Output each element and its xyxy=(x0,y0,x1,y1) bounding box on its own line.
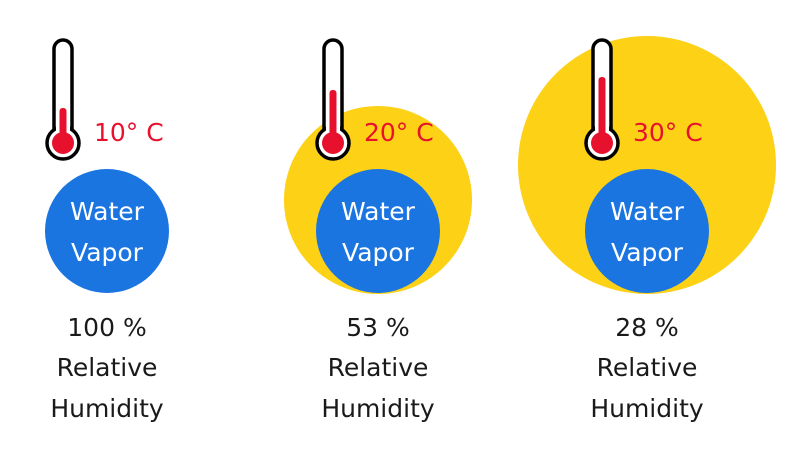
temperature-label: 20° C xyxy=(364,118,434,147)
humidity-label: Relative xyxy=(597,353,698,382)
water-vapor-label: Water xyxy=(610,197,685,226)
humidity-label: Relative xyxy=(328,353,429,382)
humidity-label: 53 % xyxy=(346,313,410,342)
water-vapor-circle xyxy=(316,169,440,293)
temperature-label: 10° C xyxy=(94,118,164,147)
humidity-label: 100 % xyxy=(67,313,146,342)
water-vapor-label: Water xyxy=(341,197,416,226)
water-vapor-circle xyxy=(45,169,169,293)
temperature-label: 30° C xyxy=(633,118,703,147)
humidity-label: Relative xyxy=(57,353,158,382)
water-vapor-circle xyxy=(585,169,709,293)
thermometer-liquid xyxy=(59,108,67,143)
thermometer-liquid xyxy=(329,90,337,143)
thermometer-liquid xyxy=(598,77,606,143)
water-vapor-label: Vapor xyxy=(342,238,415,267)
humidity-label: Humidity xyxy=(50,394,164,423)
water-vapor-label: Water xyxy=(70,197,145,226)
humidity-label: Humidity xyxy=(590,394,704,423)
humidity-label: Humidity xyxy=(321,394,435,423)
humidity-label: 28 % xyxy=(615,313,679,342)
water-vapor-label: Vapor xyxy=(71,238,144,267)
capacity-circle xyxy=(518,36,776,294)
water-vapor-label: Vapor xyxy=(611,238,684,267)
